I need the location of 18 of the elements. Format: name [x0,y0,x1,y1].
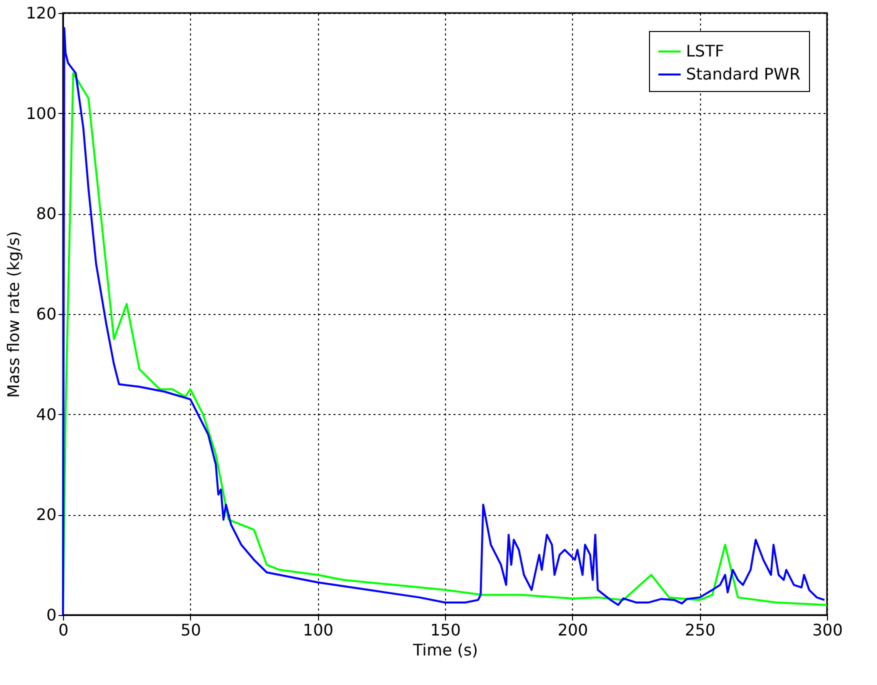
y-tick-label: 100 [26,104,56,123]
x-tick-label: 0 [58,620,69,640]
y-tick-label: 0 [46,606,56,624]
x-tick-label: 150 [430,620,461,640]
y-tick-label: 120 [26,4,56,22]
x-tick-label: 200 [558,620,588,640]
y-tick-label: 20 [36,505,56,524]
y-axis-title: Mass flow rate (kg/s) [4,231,23,398]
x-axis-title: Time (s) [412,640,478,660]
y-tick-label: 80 [36,204,56,224]
y-tick-label: 40 [36,404,56,424]
x-tick-label: 50 [180,620,202,640]
x-tick-label: 250 [684,620,716,640]
x-tick-label: 300 [812,620,843,640]
legend-label: LSTF [686,42,724,60]
x-tick-label: 100 [302,620,334,640]
legend-label: Standard PWR [686,64,800,84]
y-tick-label: 60 [36,304,56,324]
